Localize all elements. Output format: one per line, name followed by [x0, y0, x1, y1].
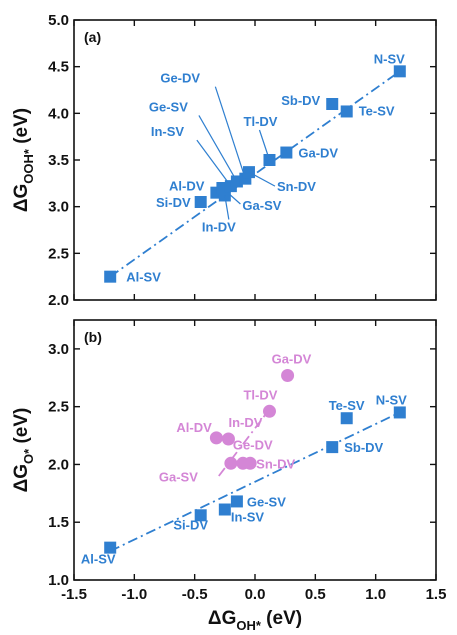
data-point-al-sv	[104, 270, 117, 283]
data-label-n-sv: N-SV	[376, 392, 407, 407]
data-label-in-sv: In-SV	[231, 510, 265, 525]
data-label-al-sv: Al-SV	[81, 552, 116, 567]
data-label-in-dv: In-DV	[202, 219, 236, 234]
data-label-sb-dv: Sb-DV	[281, 93, 320, 108]
data-label-si-dv: Si-DV	[156, 195, 191, 210]
data-point-ge-sv	[230, 495, 243, 508]
data-point-ga-sv	[224, 456, 238, 470]
data-label-si-dv: Si-DV	[173, 517, 208, 532]
data-label-sb-dv: Sb-DV	[344, 440, 383, 455]
leader-line	[258, 129, 271, 161]
data-point-in-dv	[221, 432, 235, 446]
data-label-al-dv: Al-DV	[176, 420, 212, 435]
data-label-sn-dv: Sn-DV	[256, 456, 295, 471]
data-point-ga-dv	[280, 146, 293, 159]
x-tick-label: 1.5	[426, 586, 447, 603]
trendline	[109, 411, 401, 552]
panel-label: (b)	[84, 329, 102, 345]
data-label-al-sv: Al-SV	[126, 270, 161, 285]
data-label-ge-dv: Ge-DV	[233, 437, 273, 452]
y-tick-label: 2.0	[48, 456, 69, 473]
x-tick-label: 0.0	[245, 586, 266, 603]
data-label-ga-sv: Ga-SV	[159, 469, 198, 484]
x-axis-label: ΔGOH* (eV)	[208, 608, 302, 633]
y-axis-label: ΔGO* (eV)	[11, 408, 36, 493]
data-label-ge-sv: Ge-SV	[247, 494, 286, 509]
leader-line	[214, 86, 246, 179]
data-label-n-sv: N-SV	[374, 51, 405, 66]
leader-line	[198, 115, 238, 182]
data-point-in-sv	[218, 503, 231, 516]
x-tick-label: 0.5	[305, 586, 326, 603]
y-tick-label: 2.5	[48, 245, 69, 262]
y-tick-label: 3.0	[48, 341, 69, 358]
y-tick-label: 4.5	[48, 59, 69, 76]
data-point-al-dv	[209, 431, 223, 445]
y-tick-label: 1.5	[48, 514, 69, 531]
x-tick-label: -1.0	[121, 586, 147, 603]
data-label-al-dv: Al-DV	[169, 179, 205, 194]
trendline	[218, 411, 268, 477]
data-point-si-dv	[194, 196, 207, 208]
data-point-te-sv	[340, 105, 353, 118]
y-tick-label: 4.0	[48, 105, 69, 122]
panel-a: 2.0 2.5 3.0 3.5 4.0 4.5 5.0 (a) ΔGOOH* (eV) Al-SV…	[11, 12, 437, 309]
y-tick-label: 1.0	[48, 572, 69, 589]
data-label-tl-dv: Tl-DV	[244, 114, 278, 129]
data-point-ga-dv	[281, 368, 295, 382]
data-label-ge-dv: Ge-DV	[160, 71, 200, 86]
y-tick-label: 2.5	[48, 399, 69, 416]
data-label-ga-dv: Ga-DV	[298, 146, 338, 161]
data-label-te-sv: Te-SV	[359, 103, 395, 118]
data-label-te-sv: Te-SV	[329, 398, 365, 413]
y-tick-label: 3.5	[48, 152, 69, 169]
y-axis-label: ΔGOOH* (eV)	[11, 108, 36, 212]
data-label-in-sv: In-SV	[151, 124, 185, 139]
data-label-ga-sv: Ga-SV	[242, 198, 281, 213]
x-tick-label: -1.5	[61, 586, 87, 603]
data-point-al-sv	[104, 541, 117, 554]
data-label-ge-sv: Ge-SV	[149, 99, 188, 114]
data-point-sn-dv	[243, 456, 257, 470]
data-point-n-sv	[393, 65, 406, 78]
data-point-tl-dv	[262, 404, 276, 418]
y-tick-label: 3.0	[48, 199, 69, 216]
data-label-ga-dv: Ga-DV	[272, 351, 312, 366]
data-point-si-dv	[194, 509, 207, 522]
panel-b: 1.0 1.5 2.0 2.5 3.0 -1.5 -1.0 -0.5 0.0 0.5 1.0 1.5 (…	[11, 319, 447, 633]
data-label-tl-dv: Tl-DV	[243, 387, 277, 402]
y-tick-label: 5.0	[48, 12, 69, 29]
data-point-n-sv	[393, 406, 406, 419]
leader-line	[248, 171, 276, 187]
data-point-te-sv	[340, 412, 353, 425]
data-point-sb-dv	[326, 441, 339, 454]
data-label-in-dv: In-DV	[228, 415, 262, 430]
x-tick-label: 1.0	[365, 586, 386, 603]
leader-line	[196, 139, 232, 187]
panel-label: (a)	[84, 29, 101, 45]
y-tick-label: 2.0	[48, 292, 69, 309]
x-tick-label: -0.5	[182, 586, 208, 603]
data-point-sb-dv	[326, 98, 339, 110]
leader-line	[224, 195, 230, 220]
data-label-sn-dv: Sn-DV	[277, 179, 316, 194]
